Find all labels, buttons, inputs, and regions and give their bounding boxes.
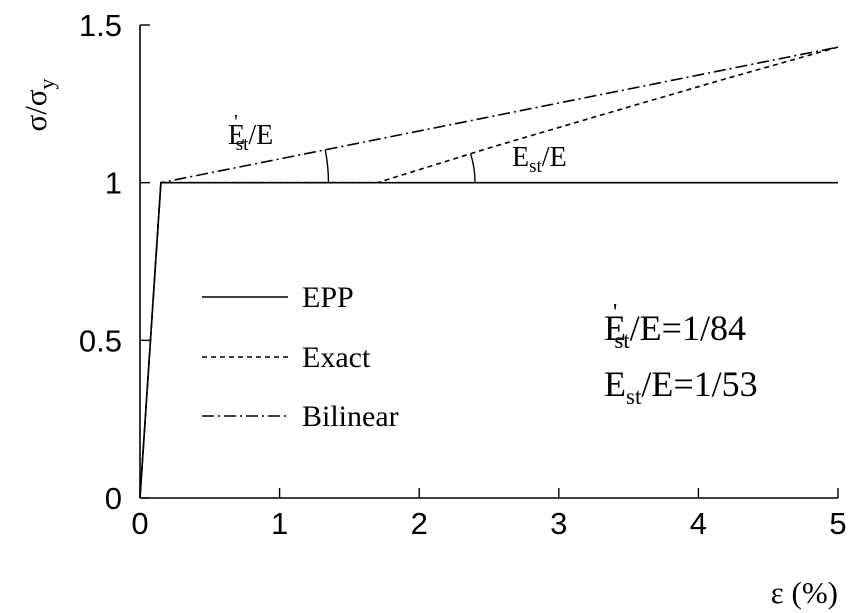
annot-ratio-1: E' st/E=1/84 [604,300,746,353]
annot-est-tail: /E [542,142,567,173]
axes [139,25,838,499]
series-line-bilinear [139,46,839,499]
series-line-exact [139,46,839,499]
angle-arc-exact [469,153,476,183]
annot-ratio-2-tail: /E=1/53 [641,364,757,404]
annot-ratio-2: Est/E=1/53 [604,364,758,409]
y-tick-label: 0 [105,481,122,516]
annot-ratio-2-E: E [604,364,626,404]
x-tick-label: 4 [690,506,707,541]
annot-est-prime-sub: st [236,134,249,155]
x-tick-label: 1 [271,506,288,541]
annot-est: Est/E [512,142,567,177]
angle-arc-bilinear [324,149,330,183]
annot-est-E: E [512,142,529,173]
annot-ratio-1-sup: ' [613,300,617,326]
y-label-sigma: σ/σ [18,89,53,131]
annot-est-sub: st [529,156,542,177]
y-label-sub: y [34,78,59,89]
x-tick-label: 0 [131,506,148,541]
annot-ratio-1-E: E [604,308,626,348]
legend-label-epp: EPP [302,281,354,314]
x-axis-label: ε (%) [771,575,838,610]
x-tick-label: 3 [550,506,567,541]
axis-ticks: 0 1 2 3 4 5 0 0.5 1 1.5 [79,8,847,541]
y-axis-label: σ/σy [18,78,59,131]
annot-est-prime-sup: ' [234,111,238,133]
angle-arcs [324,149,476,183]
annot-ratio-1-sub: st [614,328,630,353]
y-tick-label: 0.5 [79,323,122,358]
annot-ratio-1-tail: /E=1/84 [630,308,746,348]
x-tick-label: 2 [411,506,428,541]
annot-est-prime-tail: /E [248,120,273,151]
legend-label-exact: Exact [302,341,371,374]
y-tick-label: 1.5 [79,8,122,43]
y-tick-label: 1 [105,166,122,201]
annot-est-prime-E: E [228,120,245,151]
legend: EPP Exact Bilinear [202,281,399,433]
annot-ratio-2-sub: st [626,384,642,409]
x-tick-label: 5 [829,506,846,541]
legend-label-bilinear: Bilinear [302,400,399,433]
series-lines [139,46,839,499]
annot-est-prime: E' st/E [228,111,273,155]
